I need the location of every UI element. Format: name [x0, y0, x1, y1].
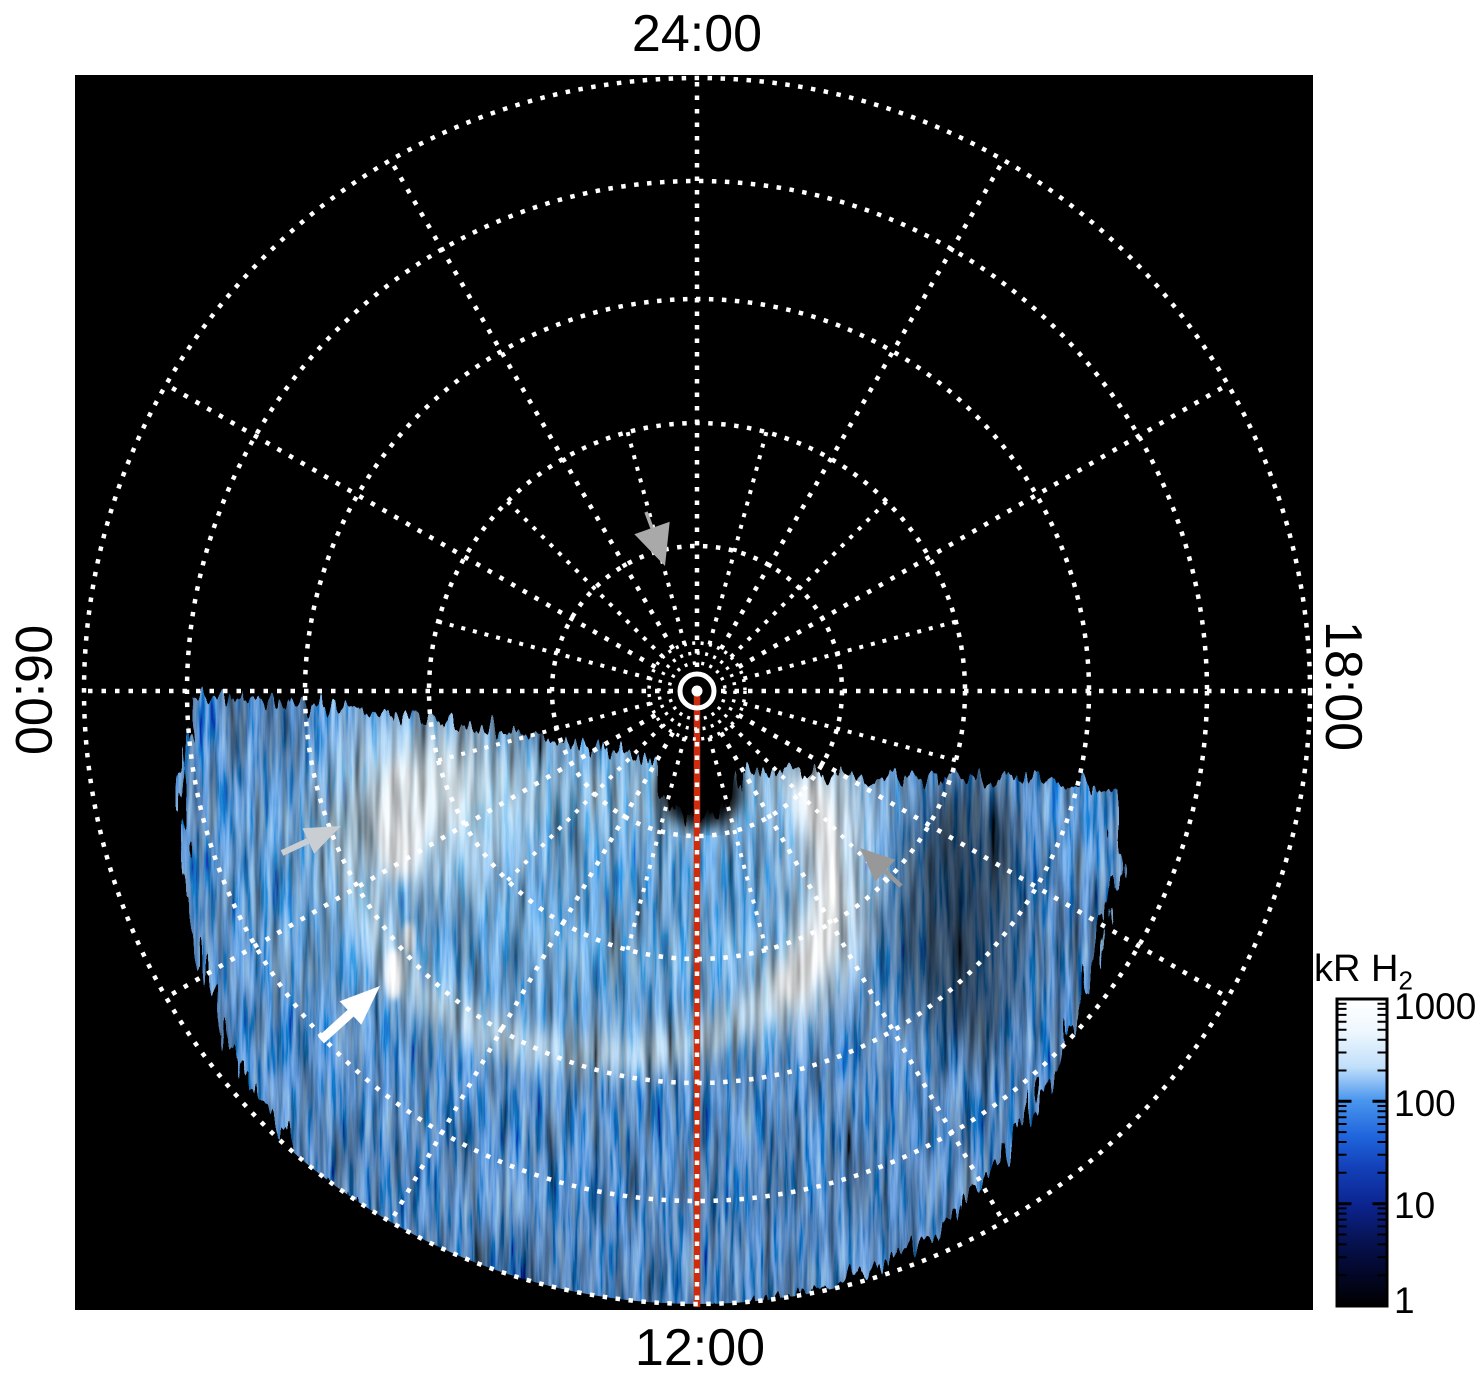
- local-time-label-noon: 12:00: [634, 1319, 766, 1377]
- pole-marker: [677, 671, 717, 711]
- colorbar-gradient: [1335, 997, 1389, 1308]
- local-time-label-dawn: 06:00: [4, 624, 62, 756]
- colorbar-minor-ticks: [1338, 1002, 1386, 1277]
- grid-circle-outer: [81, 75, 1313, 1307]
- colorbar: [1335, 997, 1389, 1308]
- colorbar-title-main: kR H: [1314, 948, 1399, 990]
- arrow-dawn-patch-icon: [280, 826, 341, 856]
- colorbar-tick-10: 10: [1394, 1185, 1436, 1227]
- colorbar-major-ticks: [1338, 1099, 1386, 1206]
- local-time-label-dusk: 18:00: [1314, 620, 1372, 752]
- colorbar-title: kR H2: [1314, 948, 1413, 997]
- grid-spokes-major: [84, 78, 1310, 1304]
- local-time-label-midnight: 24:00: [631, 5, 763, 63]
- colorbar-title-subscript: 2: [1398, 965, 1413, 996]
- colorbar-tick-1: 1: [1394, 1280, 1415, 1322]
- colorbar-tick-100: 100: [1394, 1083, 1456, 1125]
- polar-grid: [81, 75, 1313, 1307]
- colorbar-tick-1000: 1000: [1394, 986, 1477, 1028]
- annotation-arrows: [280, 511, 903, 1044]
- arrow-nightside-icon: [634, 511, 670, 566]
- arrow-dawn-spot-icon: [317, 986, 380, 1044]
- aurora-emission-image: [150, 660, 1160, 1360]
- arrow-dusk-bright-icon: [860, 848, 903, 888]
- grid-spokes-minor: [437, 431, 957, 951]
